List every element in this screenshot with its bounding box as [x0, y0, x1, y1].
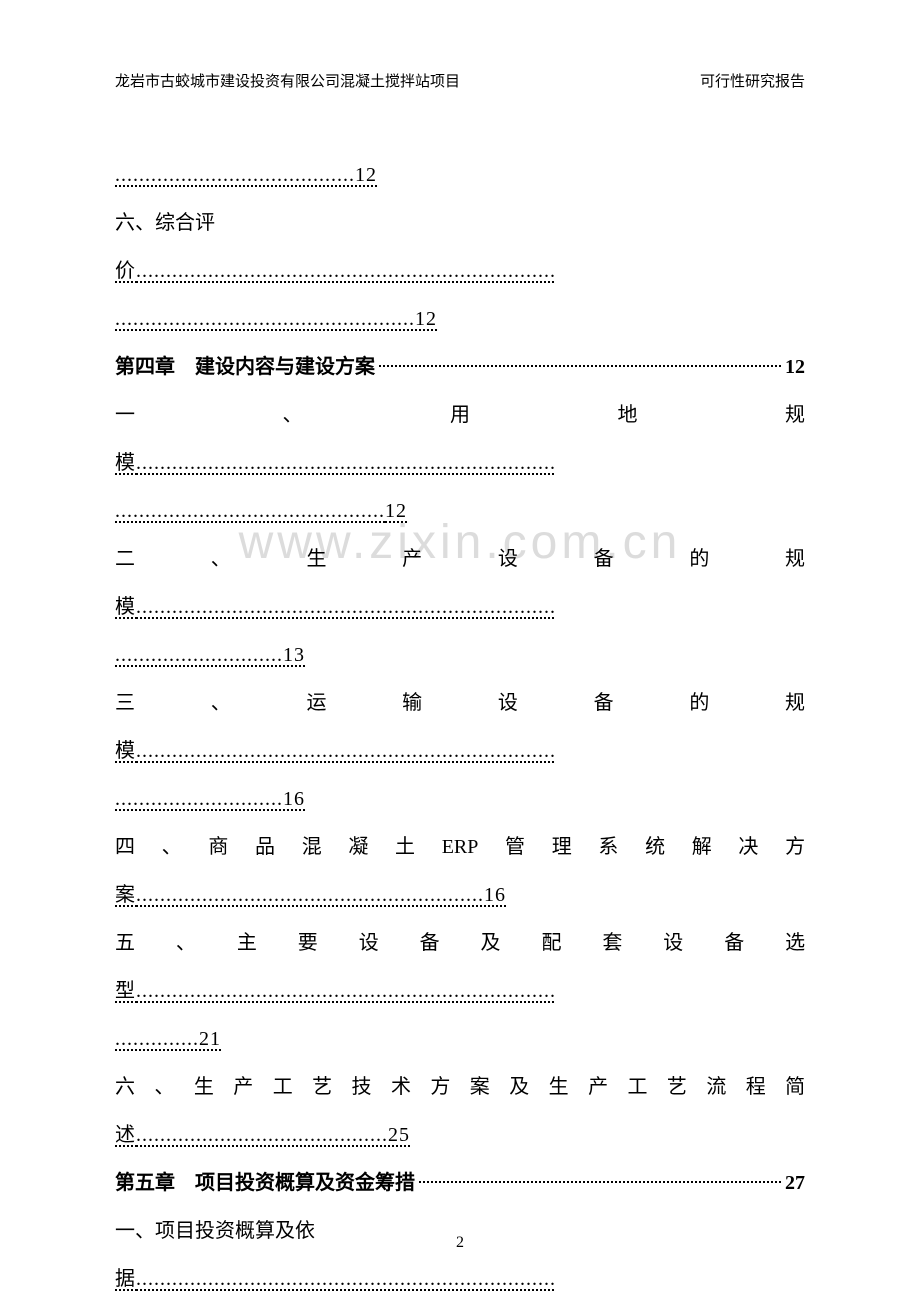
toc-item-4-5: 五、主要设备及配套设备选 [115, 919, 805, 967]
toc-item-5-1-cont: 据.......................................… [115, 1255, 805, 1303]
toc-content: ........................................… [115, 151, 805, 1303]
toc-continuation-dots: ........................................… [115, 151, 805, 199]
toc-item-4-5-dots: ..............21 [115, 1015, 805, 1063]
header-left: 龙岩市古蛟城市建设投资有限公司混凝土搅拌站项目 [115, 70, 460, 91]
toc-item-4-1-cont: 模.......................................… [115, 439, 805, 487]
toc-item-4-1: 一、用地规 [115, 391, 805, 439]
chapter-4-title: 第四章 建设内容与建设方案 [115, 343, 375, 391]
toc-item-4-2: 二、生产设备的规 [115, 535, 805, 583]
chapter-5-page: 27 [785, 1159, 805, 1207]
toc-item-4-3: 三、运输设备的规 [115, 679, 805, 727]
header-right: 可行性研究报告 [700, 70, 805, 91]
toc-chapter-5: 第五章 项目投资概算及资金筹措 27 [115, 1159, 805, 1207]
toc-item-4-2-cont: 模.......................................… [115, 583, 805, 631]
chapter-5-title: 第五章 项目投资概算及资金筹措 [115, 1159, 415, 1207]
toc-item-4-2-dots: ............................13 [115, 631, 805, 679]
chapter-4-leader [379, 365, 781, 367]
toc-item-5-1: 一、项目投资概算及依 [115, 1207, 805, 1255]
toc-item-6-cont: 价.......................................… [115, 247, 805, 295]
toc-item-4-3-cont: 模.......................................… [115, 727, 805, 775]
toc-item-6-dots: ........................................… [115, 295, 805, 343]
toc-item-6: 六、综合评 [115, 199, 805, 247]
toc-item-4-6: 六、生产工艺技术方案及生产工艺流程简 [115, 1063, 805, 1111]
toc-item-4-1-dots: ........................................… [115, 487, 805, 535]
page-header: 龙岩市古蛟城市建设投资有限公司混凝土搅拌站项目 可行性研究报告 [115, 70, 805, 91]
chapter-4-page: 12 [785, 343, 805, 391]
toc-item-4-5-cont: 型.......................................… [115, 967, 805, 1015]
toc-item-4-4: 四、商品混凝土ERP管理系统解决方 [115, 823, 805, 871]
toc-item-4-4-cont: 案.......................................… [115, 871, 805, 919]
toc-item-4-3-dots: ............................16 [115, 775, 805, 823]
chapter-5-leader [419, 1181, 781, 1183]
toc-item-4-6-cont: 述.......................................… [115, 1111, 805, 1159]
toc-chapter-4: 第四章 建设内容与建设方案 12 [115, 343, 805, 391]
